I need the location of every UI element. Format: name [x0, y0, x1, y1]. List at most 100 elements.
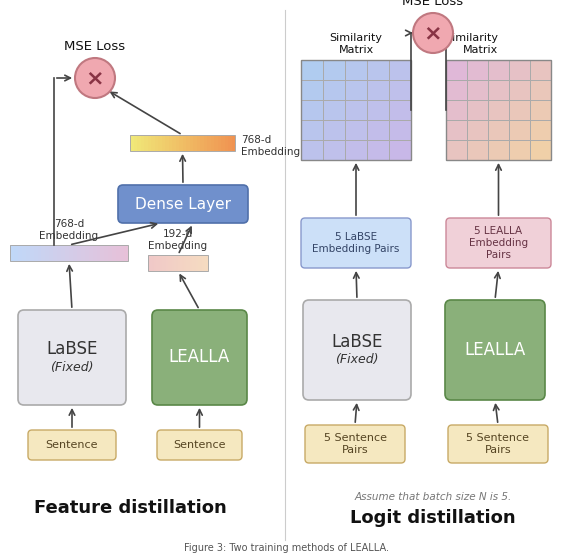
Bar	[345, 80, 367, 100]
Bar	[77, 245, 81, 261]
Bar	[301, 120, 323, 140]
Text: Dense Layer: Dense Layer	[135, 196, 231, 211]
Bar	[467, 60, 488, 80]
Bar	[200, 255, 202, 271]
Bar	[204, 255, 206, 271]
Bar	[345, 100, 367, 120]
Bar	[389, 120, 411, 140]
Bar	[530, 140, 551, 160]
Bar	[164, 255, 166, 271]
Bar	[150, 255, 152, 271]
Bar	[509, 100, 530, 120]
Text: Sentence: Sentence	[173, 440, 226, 450]
Bar	[172, 255, 174, 271]
Bar	[202, 255, 204, 271]
Bar	[176, 135, 179, 151]
Bar	[530, 100, 551, 120]
Bar	[49, 245, 53, 261]
Text: Similarity
Matrix: Similarity Matrix	[445, 33, 498, 55]
Bar	[189, 135, 193, 151]
Bar	[69, 245, 73, 261]
FancyBboxPatch shape	[445, 300, 545, 400]
Bar	[65, 245, 69, 261]
Bar	[57, 245, 61, 261]
Bar	[134, 135, 137, 151]
Bar	[168, 255, 170, 271]
Bar	[323, 120, 345, 140]
Bar	[104, 245, 108, 261]
Bar	[367, 120, 389, 140]
Bar	[148, 255, 208, 271]
Bar	[88, 245, 92, 261]
Bar	[124, 245, 128, 261]
Bar	[200, 135, 204, 151]
Text: 768-d
Embedding: 768-d Embedding	[40, 219, 99, 241]
FancyBboxPatch shape	[28, 430, 116, 460]
Text: MSE Loss: MSE Loss	[64, 40, 126, 53]
Bar	[446, 60, 551, 160]
Bar	[96, 245, 100, 261]
Bar	[224, 135, 228, 151]
Bar	[446, 80, 467, 100]
Bar	[165, 135, 169, 151]
Bar	[221, 135, 224, 151]
Bar	[301, 80, 323, 100]
Text: Figure 3: Two training methods of LEALLA.: Figure 3: Two training methods of LEALLA…	[184, 543, 390, 553]
Bar	[188, 255, 190, 271]
Bar	[198, 255, 200, 271]
Bar	[301, 60, 323, 80]
Bar	[137, 135, 141, 151]
Bar	[141, 135, 144, 151]
Bar	[178, 255, 180, 271]
Bar	[148, 135, 151, 151]
FancyBboxPatch shape	[18, 310, 126, 405]
Bar	[192, 255, 194, 271]
Bar	[176, 255, 178, 271]
Bar	[323, 100, 345, 120]
Bar	[130, 135, 235, 151]
Bar	[211, 135, 214, 151]
Bar	[389, 80, 411, 100]
Bar	[166, 255, 168, 271]
Bar	[148, 255, 150, 271]
Bar	[53, 245, 57, 261]
Text: Assume that batch size N is 5.: Assume that batch size N is 5.	[354, 492, 511, 502]
Bar	[345, 60, 367, 80]
Bar	[179, 135, 183, 151]
Bar	[467, 120, 488, 140]
Bar	[446, 100, 467, 120]
Text: 5 LaBSE
Embedding Pairs: 5 LaBSE Embedding Pairs	[312, 232, 400, 254]
Text: LEALLA: LEALLA	[464, 341, 526, 359]
Bar	[108, 245, 113, 261]
Bar	[323, 140, 345, 160]
Bar	[154, 255, 156, 271]
Bar	[85, 245, 88, 261]
Bar	[301, 100, 323, 120]
Bar	[488, 120, 509, 140]
Bar	[389, 100, 411, 120]
Bar	[162, 255, 164, 271]
Text: Logit distillation: Logit distillation	[350, 509, 516, 527]
Text: MSE Loss: MSE Loss	[402, 0, 464, 8]
Bar	[509, 80, 530, 100]
Text: LEALLA: LEALLA	[169, 349, 230, 367]
Bar	[231, 135, 235, 151]
Bar	[154, 135, 158, 151]
Text: (Fixed): (Fixed)	[335, 354, 379, 367]
Bar	[190, 255, 192, 271]
Bar	[160, 255, 162, 271]
Bar	[228, 135, 231, 151]
Bar	[152, 255, 154, 271]
Bar	[37, 245, 41, 261]
Bar	[193, 135, 196, 151]
Bar	[26, 245, 30, 261]
Bar	[204, 135, 207, 151]
Bar	[301, 140, 323, 160]
FancyBboxPatch shape	[448, 425, 548, 463]
Bar	[30, 245, 34, 261]
Bar	[446, 60, 467, 80]
Bar	[509, 60, 530, 80]
Circle shape	[413, 13, 453, 53]
Bar	[10, 245, 128, 261]
Bar	[10, 245, 14, 261]
